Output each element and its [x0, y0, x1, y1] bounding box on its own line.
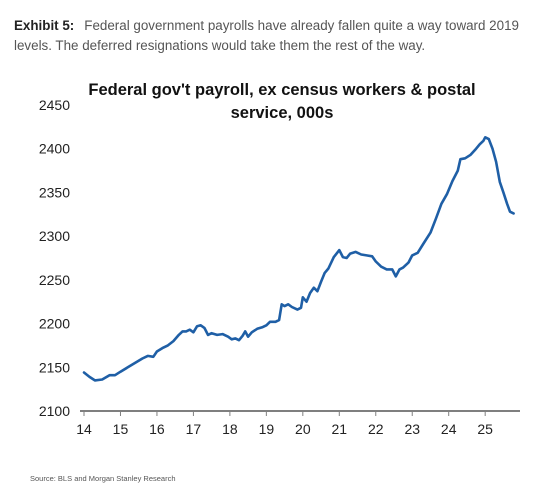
- y-tick-label: 2300: [39, 228, 70, 244]
- x-tick-label: 16: [149, 421, 165, 437]
- x-tick-label: 19: [259, 421, 275, 437]
- x-tick-label: 21: [332, 421, 348, 437]
- exhibit-text: Federal government payrolls have already…: [14, 18, 519, 53]
- y-axis-ticks: 2100 2150 2200 2250 2300 2350 2400 2450: [39, 97, 70, 419]
- x-tick-label: 23: [404, 421, 420, 437]
- x-tick-label: 20: [295, 421, 311, 437]
- x-tick-label: 25: [477, 421, 493, 437]
- exhibit-label: Exhibit 5:: [14, 18, 75, 33]
- y-tick-label: 2150: [39, 359, 70, 375]
- x-axis-ticks: 14 15 16 17 18 19 20 21 22 23 24 25: [76, 411, 493, 437]
- y-tick-label: 2400: [39, 141, 70, 157]
- x-tick-label: 17: [186, 421, 202, 437]
- source-note: Source: BLS and Morgan Stanley Research: [30, 474, 176, 483]
- x-tick-label: 18: [222, 421, 238, 437]
- y-tick-label: 2250: [39, 272, 70, 288]
- x-tick-label: 22: [368, 421, 384, 437]
- chart-title-line-1: Federal gov't payroll, ex census workers…: [88, 81, 475, 99]
- y-tick-label: 2100: [39, 403, 70, 419]
- series-line: [82, 136, 515, 382]
- y-tick-label: 2200: [39, 316, 70, 332]
- x-tick-label: 24: [441, 421, 457, 437]
- exhibit-caption: Exhibit 5: Federal government payrolls ha…: [14, 16, 539, 56]
- y-tick-label: 2450: [39, 97, 70, 113]
- chart-title-line-2: service, 000s: [231, 104, 334, 122]
- x-tick-label: 14: [76, 421, 92, 437]
- y-tick-label: 2350: [39, 184, 70, 200]
- x-tick-label: 15: [113, 421, 129, 437]
